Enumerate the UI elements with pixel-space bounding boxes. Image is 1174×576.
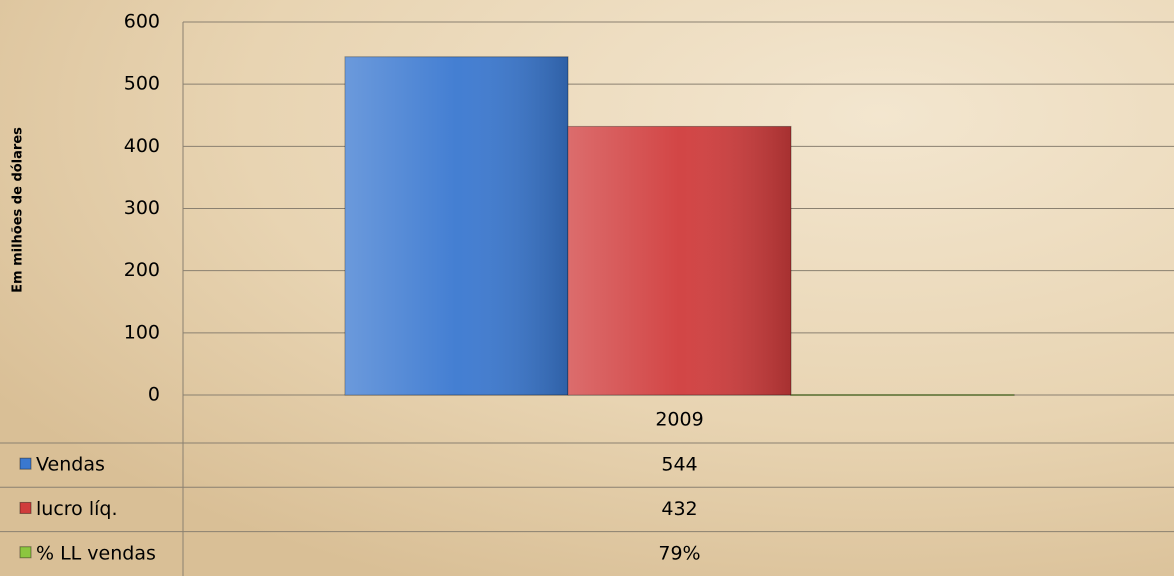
y-tick-label: 500	[124, 73, 160, 95]
bar-shine	[568, 126, 791, 395]
y-tick-label: 400	[124, 135, 160, 157]
bar-shine	[345, 56, 568, 396]
table-value: 544	[661, 454, 697, 476]
legend-label: % LL vendas	[36, 542, 156, 564]
y-tick-label: 600	[124, 11, 160, 33]
bar	[790, 394, 1015, 397]
y-tick-label: 0	[148, 384, 160, 406]
table-value: 79%	[658, 542, 700, 564]
legend-swatch	[19, 501, 32, 514]
y-axis-title: Em milhões de dólares	[11, 127, 26, 293]
y-tick-label: 100	[124, 321, 160, 343]
y-tick-label: 300	[124, 197, 160, 219]
table-value: 432	[661, 498, 697, 520]
legend-swatch	[19, 457, 32, 470]
legend-swatch	[19, 546, 32, 559]
legend-label: Vendas	[36, 454, 105, 476]
y-tick-label: 200	[124, 259, 160, 281]
x-tick-label: 2009	[655, 409, 703, 431]
legend-label: lucro líq.	[36, 498, 117, 520]
